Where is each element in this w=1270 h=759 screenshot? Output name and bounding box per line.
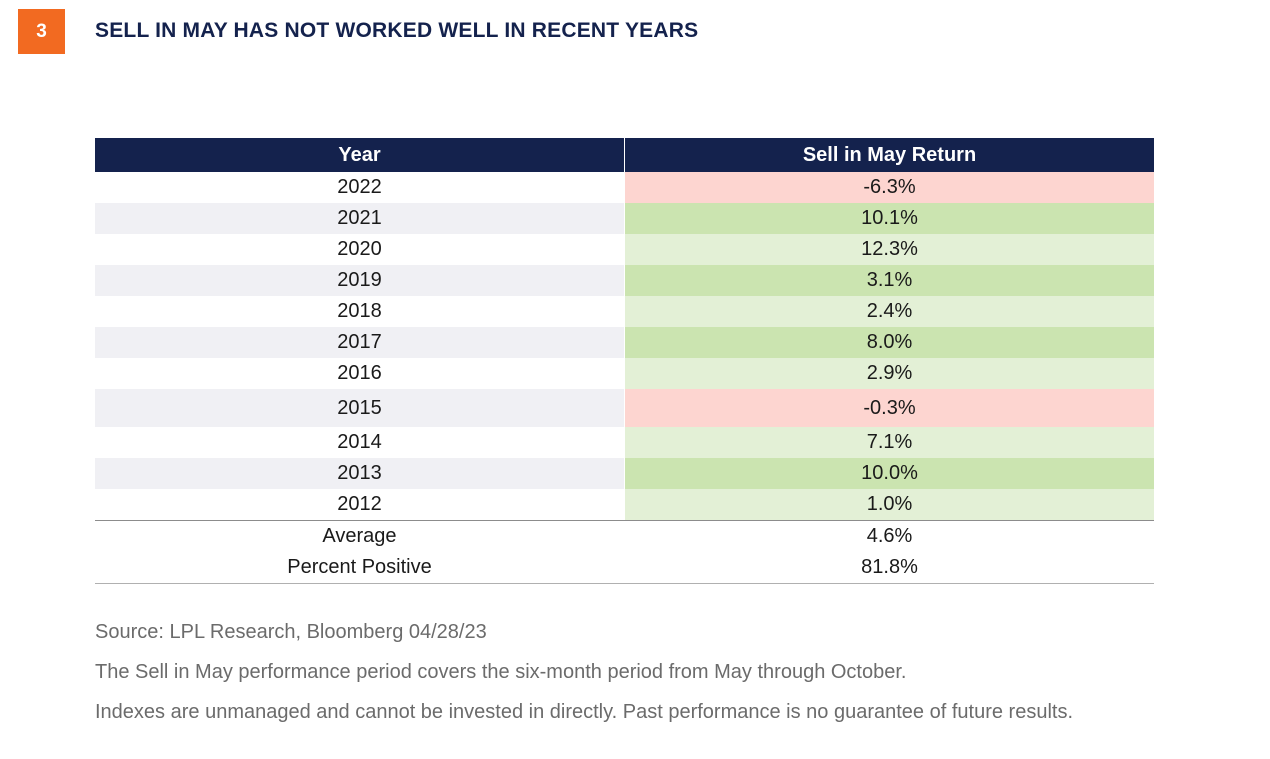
return-cell: 2.4% — [625, 296, 1154, 327]
return-cell: 1.0% — [625, 489, 1154, 520]
footnotes: Source: LPL Research, Bloomberg 04/28/23… — [95, 618, 1073, 738]
summary-label: Average — [95, 521, 624, 552]
table-body: 2022 -6.3% 2021 10.1% 2020 12.3% 2019 3.1% 2018 2… — [95, 172, 1154, 520]
summary-row-percent-positive: Percent Positive 81.8% — [95, 552, 1154, 583]
summary-label: Percent Positive — [95, 552, 624, 583]
header-return: Sell in May Return — [625, 138, 1154, 172]
return-cell: 10.1% — [625, 203, 1154, 234]
table-row: 2017 8.0% — [95, 327, 1154, 358]
table-row: 2022 -6.3% — [95, 172, 1154, 203]
year-cell: 2017 — [95, 327, 624, 358]
return-cell: 10.0% — [625, 458, 1154, 489]
return-cell: 12.3% — [625, 234, 1154, 265]
return-cell: 8.0% — [625, 327, 1154, 358]
figure-title: SELL IN MAY HAS NOT WORKED WELL IN RECEN… — [95, 19, 699, 42]
summary-row-average: Average 4.6% — [95, 521, 1154, 552]
table-row: 2013 10.0% — [95, 458, 1154, 489]
year-cell: 2019 — [95, 265, 624, 296]
returns-table: Year Sell in May Return 2022 -6.3% 2021 10.… — [95, 138, 1154, 584]
year-cell: 2013 — [95, 458, 624, 489]
return-cell: 7.1% — [625, 427, 1154, 458]
year-cell: 2016 — [95, 358, 624, 389]
return-cell: 2.9% — [625, 358, 1154, 389]
header-year: Year — [95, 138, 624, 172]
return-cell: -0.3% — [625, 389, 1154, 427]
disclaimer-note: Indexes are unmanaged and cannot be inve… — [95, 701, 1073, 723]
source-note: Source: LPL Research, Bloomberg 04/28/23 — [95, 621, 487, 643]
year-cell: 2015 — [95, 389, 624, 427]
year-cell: 2022 — [95, 172, 624, 203]
year-cell: 2021 — [95, 203, 624, 234]
table-bottom-rule — [95, 583, 1154, 584]
table-row: 2018 2.4% — [95, 296, 1154, 327]
year-cell: 2012 — [95, 489, 624, 520]
summary-value: 4.6% — [625, 521, 1154, 552]
return-cell: 3.1% — [625, 265, 1154, 296]
table-row: 2012 1.0% — [95, 489, 1154, 520]
figure-number-badge: 3 — [18, 9, 65, 54]
year-cell: 2020 — [95, 234, 624, 265]
table-row: 2021 10.1% — [95, 203, 1154, 234]
table-summary: Average 4.6% Percent Positive 81.8% — [95, 520, 1154, 583]
table-row: 2015 -0.3% — [95, 389, 1154, 427]
summary-value: 81.8% — [625, 552, 1154, 583]
table-row: 2019 3.1% — [95, 265, 1154, 296]
table-header-row: Year Sell in May Return — [95, 138, 1154, 172]
return-cell: -6.3% — [625, 172, 1154, 203]
table-row: 2014 7.1% — [95, 427, 1154, 458]
period-note: The Sell in May performance period cover… — [95, 661, 907, 683]
table-row: 2020 12.3% — [95, 234, 1154, 265]
year-cell: 2018 — [95, 296, 624, 327]
year-cell: 2014 — [95, 427, 624, 458]
table-row: 2016 2.9% — [95, 358, 1154, 389]
